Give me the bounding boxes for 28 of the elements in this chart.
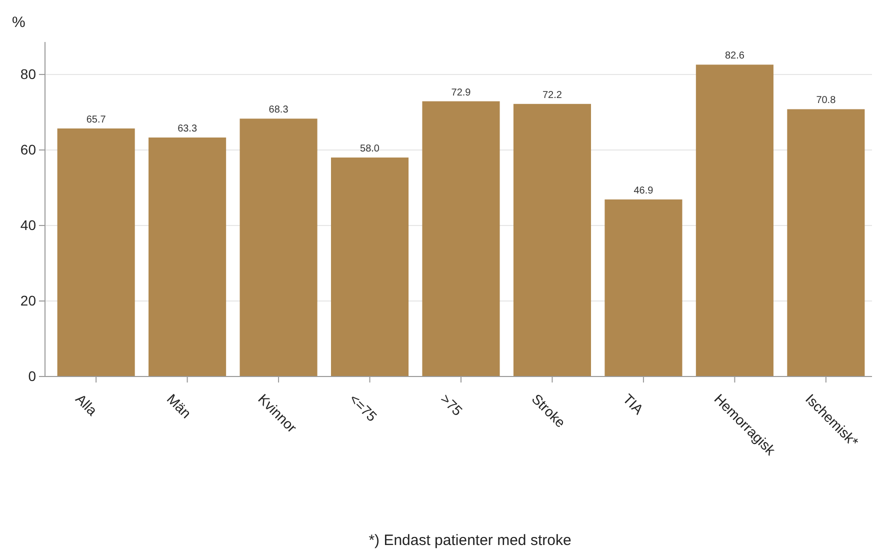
text: 65.7 (86, 114, 106, 126)
text: 58.0 (360, 144, 380, 155)
y-axis-title: % (12, 14, 26, 31)
bar (696, 64, 774, 376)
text: 72.2 (542, 90, 562, 101)
bar (513, 104, 592, 376)
y-tick-label: 0 (28, 368, 36, 384)
text: 63.3 (178, 124, 198, 135)
text: 46.9 (634, 185, 654, 196)
bar (57, 128, 135, 376)
y-tick-label: 40 (20, 216, 36, 233)
x-tick-label: >75 (438, 390, 466, 419)
bar (422, 101, 500, 376)
text: *) Endast patienter med stroke (368, 532, 572, 549)
bar (148, 138, 226, 376)
bar (330, 158, 409, 376)
bar (240, 118, 318, 376)
y-tick-label: 80 (20, 66, 36, 82)
x-tick-label: TIA (620, 390, 648, 418)
text: 68.3 (268, 104, 288, 116)
text: 72.9 (451, 87, 471, 98)
bar (604, 199, 682, 376)
y-tick-label: 60 (20, 141, 36, 158)
y-tick-label: 20 (20, 292, 36, 308)
text: 70.8 (816, 95, 836, 106)
x-tick-label: Alla (72, 390, 101, 419)
text: 82.6 (724, 50, 744, 62)
bar (787, 109, 865, 376)
